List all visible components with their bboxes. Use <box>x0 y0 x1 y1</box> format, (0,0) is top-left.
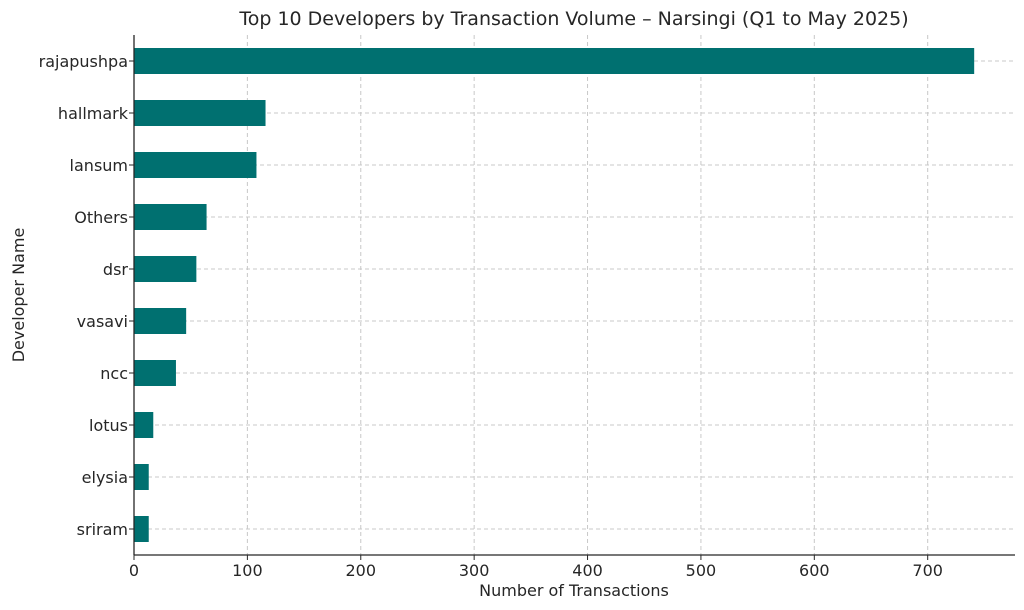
bars <box>134 48 975 542</box>
bar-others <box>134 204 207 230</box>
bar-elysia <box>134 464 149 490</box>
y-tick-label: ncc <box>100 364 128 383</box>
x-tick-label: 700 <box>912 561 943 580</box>
x-axis-label: Number of Transactions <box>479 581 669 600</box>
x-tick-label: 200 <box>345 561 376 580</box>
y-tick-label: rajapushpa <box>39 52 128 71</box>
bar-sriram <box>134 516 149 542</box>
tick-labels: 0 100 200 300 400 500 600 700 rajapushpa hallmark… <box>39 52 943 580</box>
bar-hallmark <box>134 100 266 126</box>
x-tick-label: 100 <box>232 561 263 580</box>
y-tick-label: Others <box>74 208 128 227</box>
x-tick-label: 600 <box>799 561 830 580</box>
bar-lansum <box>134 152 257 178</box>
axes <box>129 35 1015 560</box>
bar-rajapushpa <box>134 48 975 74</box>
bar-vasavi <box>134 308 187 334</box>
bar-lotus <box>134 412 154 438</box>
x-tick-label: 500 <box>686 561 717 580</box>
chart-title: Top 10 Developers by Transaction Volume … <box>238 8 908 30</box>
y-tick-label: dsr <box>103 260 128 279</box>
bar-dsr <box>134 256 197 282</box>
x-tick-label: 0 <box>129 561 139 580</box>
y-tick-label: hallmark <box>58 104 129 123</box>
grid-lines <box>133 35 1015 555</box>
bar-ncc <box>134 360 176 386</box>
y-tick-label: sriram <box>77 520 128 539</box>
x-tick-label: 400 <box>572 561 603 580</box>
y-axis-label: Developer Name <box>9 228 28 363</box>
y-tick-label: elysia <box>82 468 128 487</box>
y-tick-label: lansum <box>70 156 128 175</box>
y-tick-label: vasavi <box>77 312 128 331</box>
x-tick-label: 300 <box>459 561 490 580</box>
y-tick-label: lotus <box>89 416 128 435</box>
